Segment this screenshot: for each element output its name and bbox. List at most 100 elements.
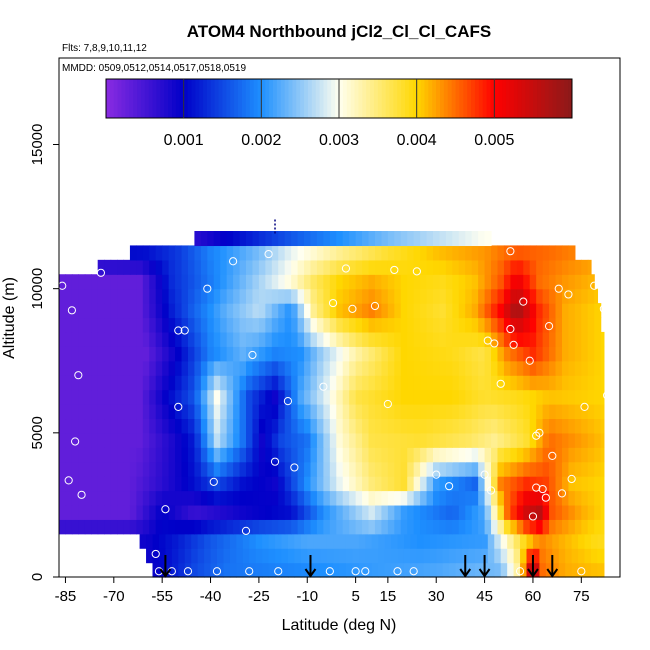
heatmap-cell <box>378 533 386 549</box>
heatmap-cell <box>497 519 505 535</box>
heatmap-cell <box>239 476 247 492</box>
heatmap-cell <box>349 303 357 319</box>
heatmap-cell <box>529 418 537 434</box>
colorbar-segment <box>560 79 565 118</box>
colorbar-segment <box>482 79 488 118</box>
heatmap-cell <box>368 476 376 492</box>
colorbar-tick-label: 0.003 <box>319 132 359 149</box>
heatmap-cell <box>426 375 434 391</box>
heatmap-cell <box>436 548 444 564</box>
heatmap-cell <box>536 389 544 405</box>
heatmap-cell <box>84 461 92 477</box>
colorbar-segment <box>109 79 115 118</box>
heatmap-cell <box>594 404 602 420</box>
heatmap-cell <box>59 404 67 420</box>
heatmap-cell <box>587 476 595 492</box>
heatmap-cell <box>110 476 118 492</box>
heatmap-cell <box>207 274 215 290</box>
heatmap-cell <box>110 432 118 448</box>
sample-point <box>432 470 441 479</box>
heatmap-cell <box>278 346 286 362</box>
heatmap-cell <box>310 360 318 376</box>
heatmap-cell <box>394 519 402 535</box>
heatmap-cell <box>345 548 353 564</box>
heatmap-cell <box>452 476 460 492</box>
heatmap-cell <box>465 389 473 405</box>
heatmap-cell <box>136 346 144 362</box>
heatmap-cell <box>571 562 579 578</box>
heatmap-cell <box>304 404 312 420</box>
colorbar-segment <box>203 79 208 118</box>
heatmap-cell <box>304 360 312 376</box>
heatmap-cell <box>246 231 254 247</box>
heatmap-cell <box>381 303 389 319</box>
heatmap-cell <box>452 519 460 535</box>
heatmap-cell <box>471 288 479 304</box>
heatmap-cell <box>152 533 160 549</box>
heatmap-cell <box>542 490 550 506</box>
heatmap-cell <box>207 447 215 463</box>
heatmap-cell <box>362 259 370 275</box>
heatmap-cell <box>310 504 318 520</box>
heatmap-cell <box>220 389 228 405</box>
heatmap-cell <box>258 288 266 304</box>
heatmap-cell <box>600 476 605 492</box>
heatmap-cell <box>368 389 376 405</box>
heatmap-cell <box>168 331 176 347</box>
heatmap-cell <box>252 360 260 376</box>
heatmap-cell <box>271 418 279 434</box>
heatmap-cell <box>455 548 463 564</box>
heatmap-cell <box>117 432 125 448</box>
heatmap-cell <box>149 274 157 290</box>
heatmap-cell <box>175 331 183 347</box>
heatmap-cell <box>542 476 550 492</box>
heatmap-cell <box>284 519 292 535</box>
heatmap-cell <box>520 548 528 564</box>
heatmap-cell <box>136 404 144 420</box>
heatmap-cell <box>304 389 312 405</box>
heatmap-cell <box>545 548 553 564</box>
heatmap-cell <box>523 461 531 477</box>
heatmap-cell <box>439 461 447 477</box>
heatmap-cell <box>368 360 376 376</box>
heatmap-cell <box>117 389 125 405</box>
heatmap-cell <box>590 533 599 549</box>
heatmap-cell <box>578 562 586 578</box>
heatmap-cell <box>310 404 318 420</box>
heatmap-cell <box>536 274 544 290</box>
heatmap-cell <box>84 404 92 420</box>
heatmap-cell <box>181 519 189 535</box>
heatmap-cell <box>168 404 176 420</box>
heatmap-cell <box>226 476 234 492</box>
heatmap-cell <box>561 490 570 506</box>
heatmap-cell <box>155 476 163 492</box>
colorbar-segment <box>269 79 274 118</box>
heatmap-cell <box>387 375 395 391</box>
heatmap-cell <box>549 360 557 376</box>
heatmap-cell <box>600 360 605 376</box>
heatmap-cell <box>491 245 499 261</box>
heatmap-cell <box>142 346 150 362</box>
heatmap-cell <box>516 404 524 420</box>
colorbar-segment <box>106 79 111 118</box>
heatmap-cell <box>407 360 415 376</box>
colorbar-segment <box>412 79 418 118</box>
heatmap-cell <box>246 346 254 362</box>
heatmap-cell <box>458 346 466 362</box>
heatmap-cell <box>358 562 366 578</box>
x-tick-label: 5 <box>351 588 359 605</box>
heatmap-cell <box>368 303 376 319</box>
heatmap-cell <box>84 346 92 362</box>
heatmap-cell <box>420 245 428 261</box>
heatmap-cell <box>304 447 312 463</box>
sample-point <box>393 567 402 576</box>
heatmap-cell <box>323 519 331 535</box>
heatmap-cell <box>323 389 331 405</box>
heatmap-cell <box>281 562 289 578</box>
heatmap-cell <box>465 447 473 463</box>
heatmap-cell <box>510 447 518 463</box>
heatmap-cell <box>233 331 241 347</box>
heatmap-cell <box>59 303 67 319</box>
heatmap-cell <box>478 331 486 347</box>
heatmap-cell <box>439 288 447 304</box>
